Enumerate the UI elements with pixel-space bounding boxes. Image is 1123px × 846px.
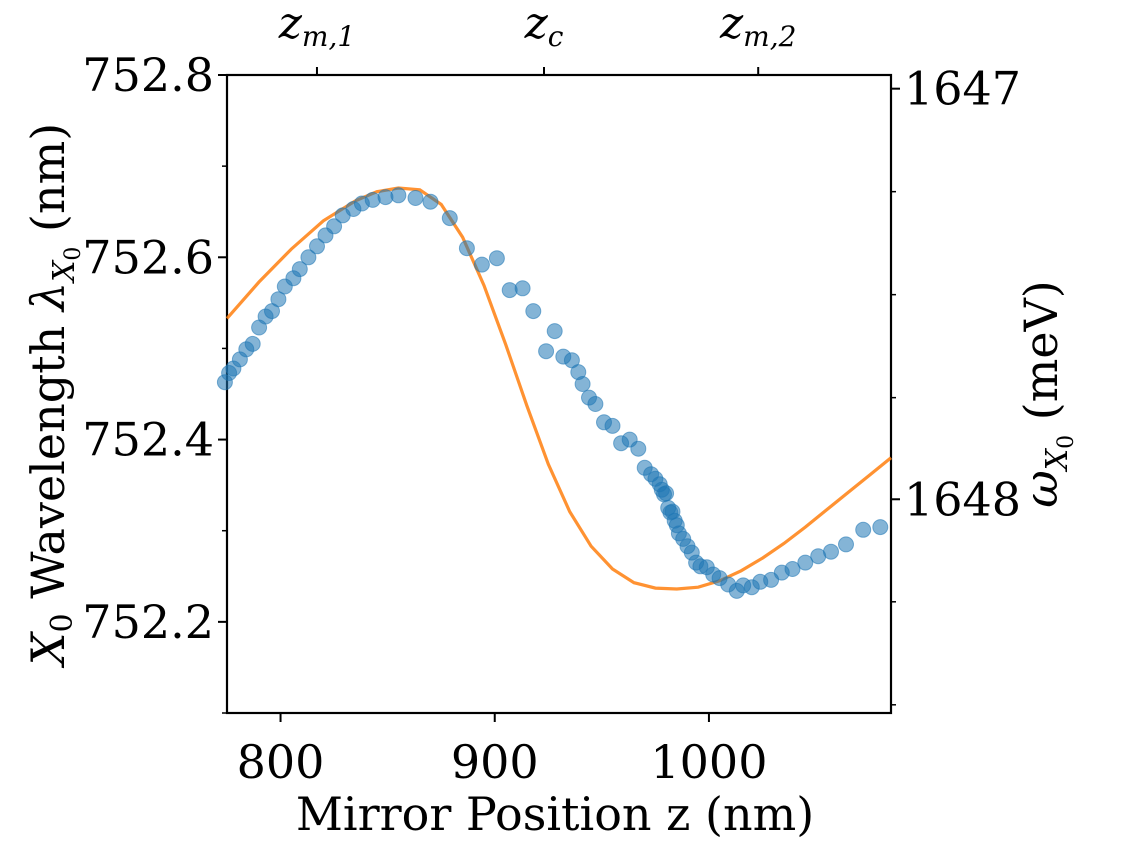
data-point bbox=[872, 519, 889, 536]
plot-frame bbox=[225, 73, 893, 715]
data-point bbox=[473, 256, 490, 273]
y-axis-title: X0 Wavelength λX0 (nm) bbox=[21, 123, 86, 668]
data-point bbox=[309, 238, 325, 255]
y2-axis-title-omega: ω bbox=[1014, 470, 1068, 508]
top-tick-label: zm,1 bbox=[278, 0, 355, 53]
data-point bbox=[514, 280, 531, 297]
right-axis-ticks: 1647 1648 bbox=[891, 62, 1021, 706]
y-tick-label: 752.4 bbox=[82, 413, 214, 467]
top-tick-label: zm,2 bbox=[719, 0, 796, 53]
y-tick-label: 752.6 bbox=[82, 230, 214, 284]
data-point bbox=[488, 250, 505, 267]
data-point bbox=[300, 249, 317, 266]
y-axis-title-var-x: X bbox=[21, 630, 75, 668]
data-point bbox=[823, 543, 839, 560]
right-tick-label: 1647 bbox=[904, 62, 1021, 116]
data-point bbox=[441, 210, 458, 227]
data-point bbox=[244, 335, 261, 352]
data-point bbox=[604, 417, 621, 434]
y2-axis-title-unit: (meV) bbox=[1014, 280, 1068, 435]
data-point bbox=[291, 261, 308, 278]
data-point bbox=[574, 376, 591, 392]
data-point bbox=[407, 190, 424, 206]
right-tick-label: 1648 bbox=[904, 472, 1021, 526]
y-axis-title-unit: (nm) bbox=[21, 123, 75, 247]
data-point bbox=[422, 193, 439, 210]
model-line bbox=[225, 186, 893, 591]
top-axis-ticks: zm,1 zc zm,2 bbox=[278, 0, 796, 75]
y-axis-ticks: 752.2 752.4 752.6 752.8 bbox=[82, 48, 227, 649]
x-tick-label: 900 bbox=[451, 735, 539, 789]
data-point bbox=[784, 561, 801, 577]
y-axis-title-var-x-sub: 0 bbox=[45, 613, 80, 632]
y-axis-title-lambda: λ bbox=[21, 282, 75, 313]
data-point bbox=[630, 440, 647, 457]
y-axis-title-text: Wavelength bbox=[21, 311, 75, 613]
y2-axis-title-omega-sub: X bbox=[1040, 447, 1075, 472]
data-point bbox=[587, 396, 604, 412]
data-point bbox=[326, 218, 343, 235]
x-tick-label: 800 bbox=[237, 735, 325, 789]
y-axis-title-lambda-subsub: 0 bbox=[61, 247, 86, 261]
measured-series bbox=[216, 187, 889, 599]
x-axis-title: Mirror Position z (nm) bbox=[296, 787, 814, 841]
top-tick-label: zc bbox=[524, 0, 564, 53]
y-tick-label: 752.8 bbox=[82, 48, 214, 102]
y-axis-title-lambda-sub: X bbox=[47, 259, 82, 284]
x-tick-label: 1000 bbox=[650, 735, 767, 789]
model-series bbox=[225, 186, 893, 591]
data-point bbox=[525, 303, 542, 320]
data-point bbox=[538, 343, 555, 360]
data-point bbox=[390, 187, 407, 204]
data-point bbox=[797, 554, 814, 571]
x-axis-ticks: 800 900 1000 bbox=[237, 713, 767, 789]
data-point bbox=[270, 291, 287, 308]
data-point bbox=[658, 485, 675, 502]
y-tick-label: 752.2 bbox=[82, 595, 214, 649]
y2-axis-title: ωX0 (meV) bbox=[1014, 280, 1079, 507]
minor-ticks bbox=[222, 165, 227, 714]
data-point bbox=[838, 536, 854, 553]
y2-axis-title-omega-subsub: 0 bbox=[1054, 435, 1079, 449]
data-point bbox=[546, 323, 563, 340]
data-point bbox=[458, 240, 475, 257]
data-point bbox=[855, 521, 872, 538]
